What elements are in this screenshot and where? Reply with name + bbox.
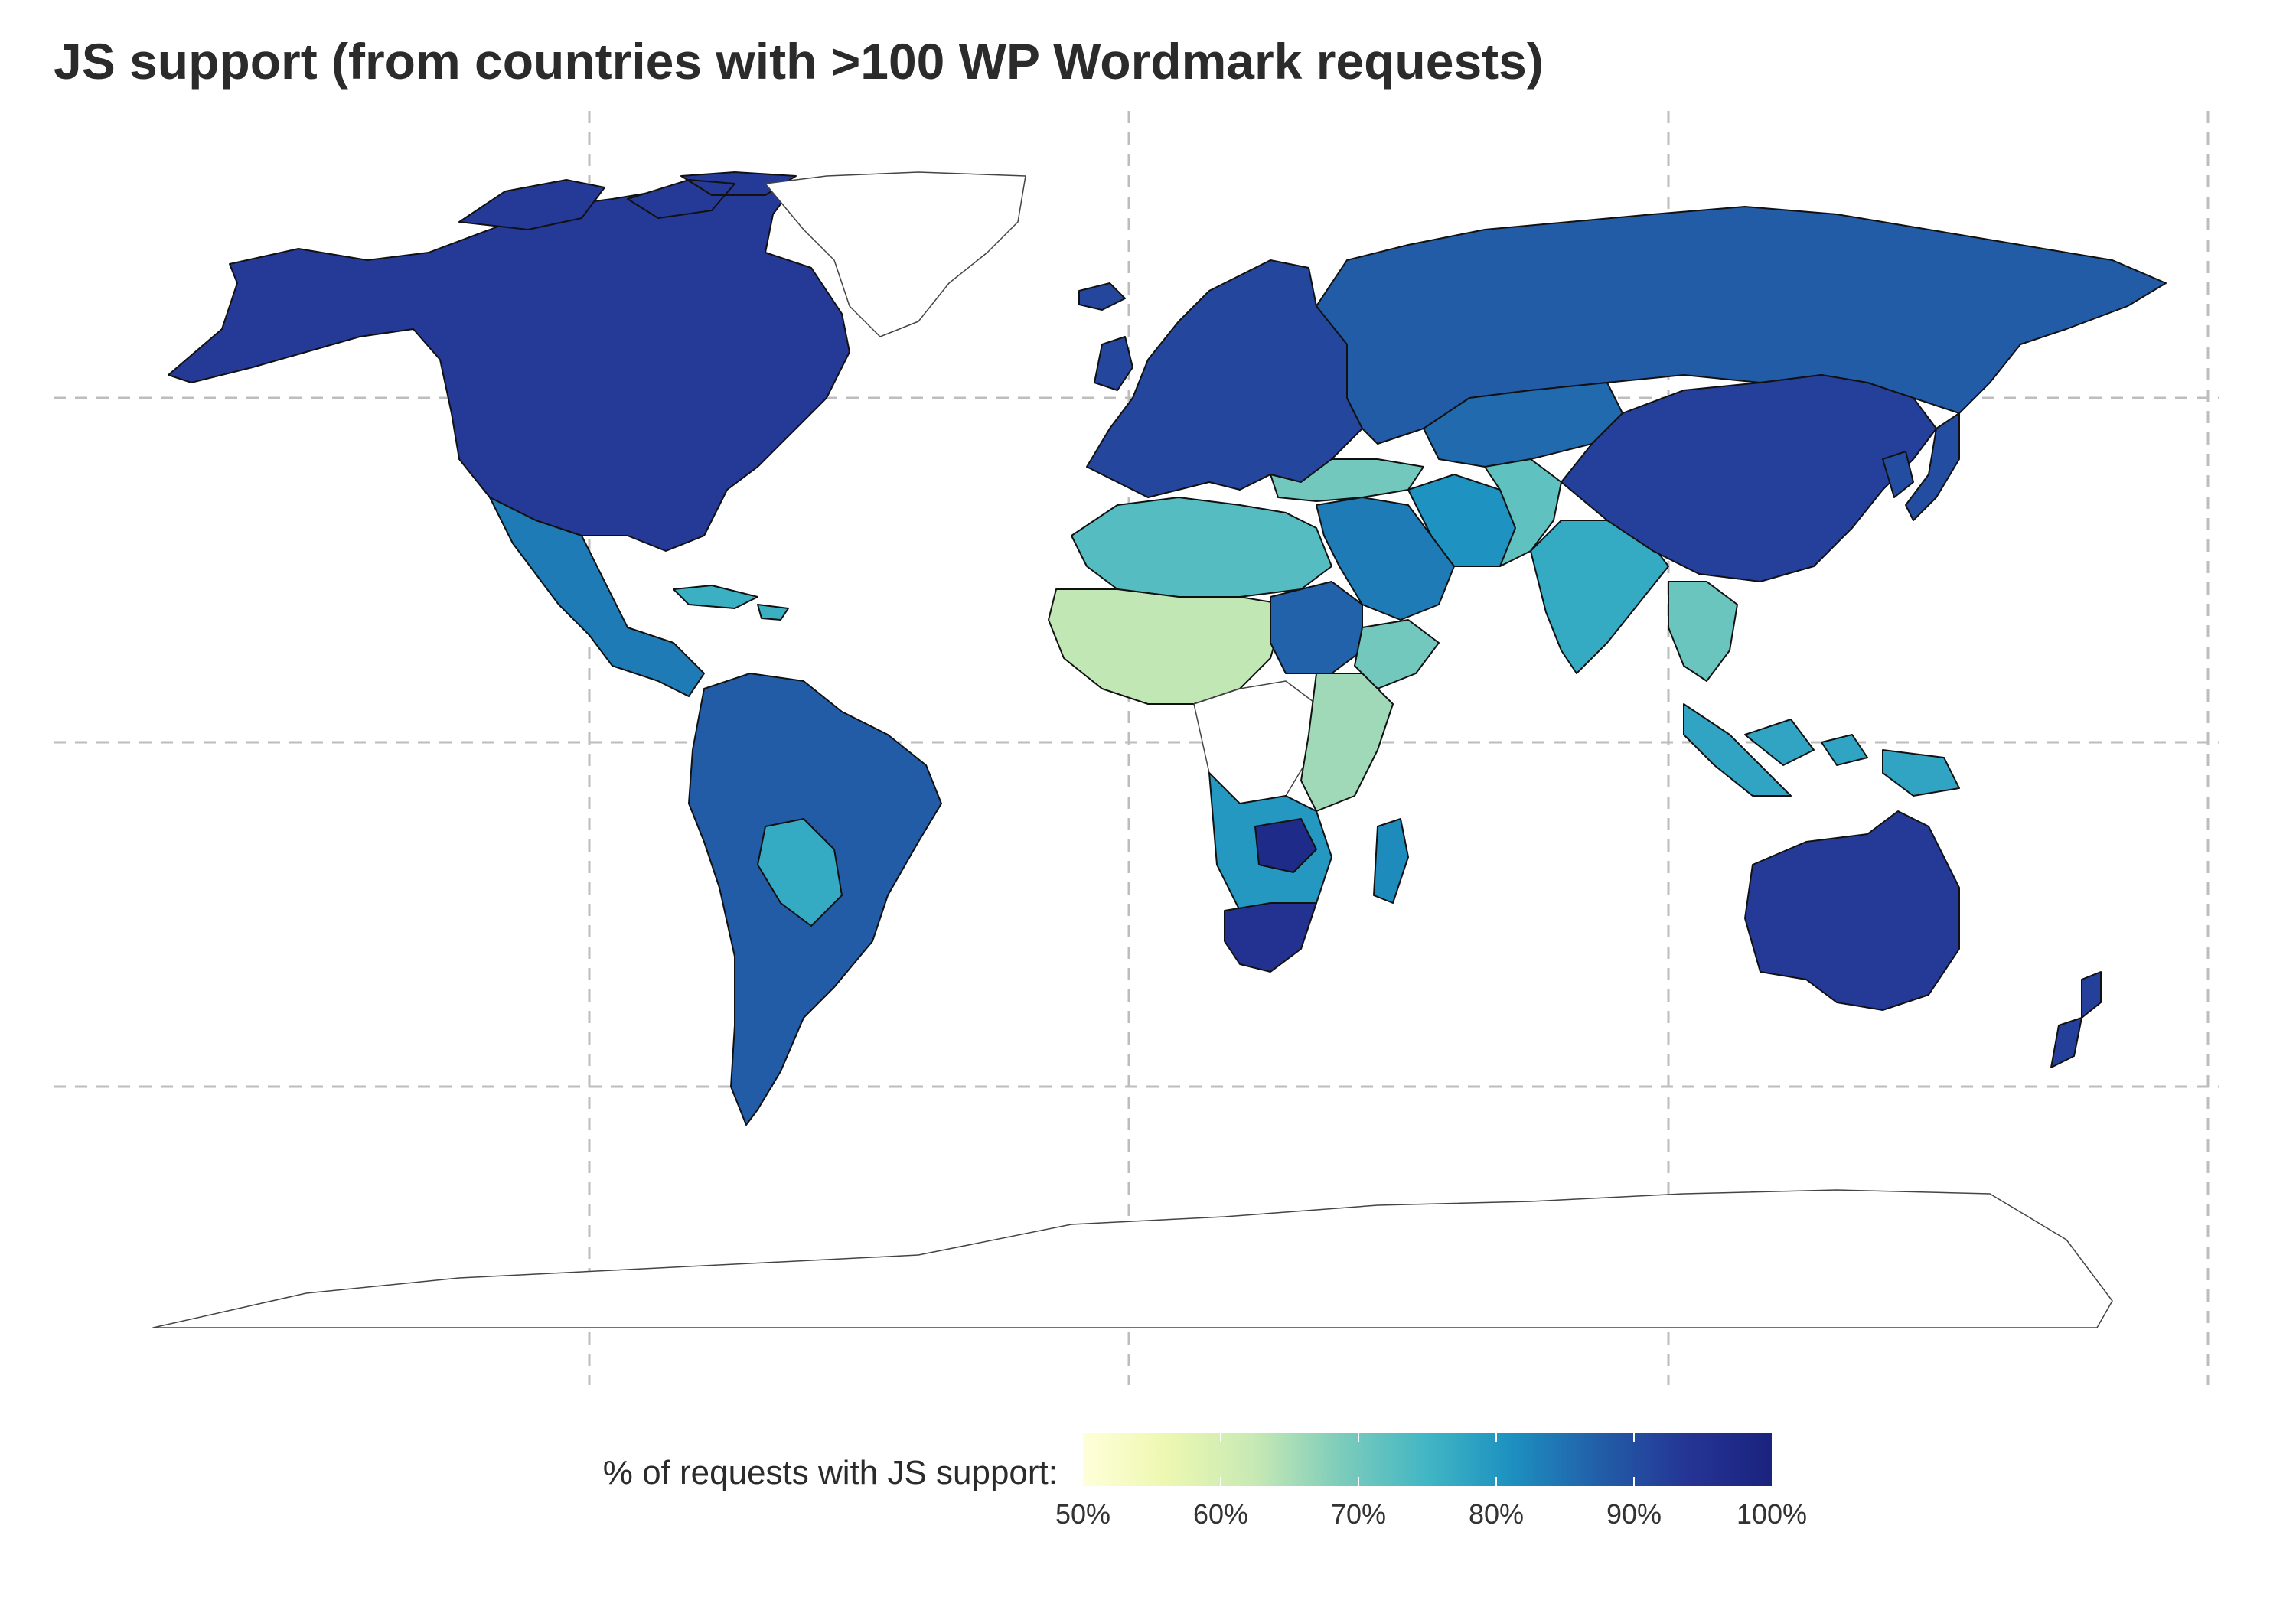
map-title: JS support (from countries with >100 WP … bbox=[54, 33, 1544, 90]
region-greenland[interactable] bbox=[765, 171, 1026, 337]
region-turkey-levant[interactable] bbox=[1270, 458, 1424, 502]
region-south-africa[interactable] bbox=[1224, 902, 1317, 973]
region-east-africa[interactable] bbox=[1300, 673, 1394, 812]
legend-tick-label: 100% bbox=[1736, 1498, 1808, 1530]
region-south-asia[interactable] bbox=[1530, 520, 1669, 674]
region-north-africa[interactable] bbox=[1071, 497, 1332, 598]
region-australia[interactable] bbox=[1744, 810, 1960, 1011]
legend-colorbar bbox=[1083, 1433, 1772, 1486]
region-north-america[interactable] bbox=[168, 175, 850, 552]
legend-tick-label: 60% bbox=[1192, 1498, 1249, 1530]
legend-tick-label: 80% bbox=[1468, 1498, 1525, 1530]
legend-title: % of requests with JS support: bbox=[602, 1454, 1058, 1491]
legend bbox=[1083, 1433, 1772, 1486]
legend-tick-label: 90% bbox=[1606, 1498, 1662, 1530]
region-uk-ireland[interactable] bbox=[1094, 336, 1133, 391]
region-new-zealand[interactable] bbox=[2050, 971, 2102, 1068]
region-southeast-asia[interactable] bbox=[1668, 581, 1738, 682]
region-middle-east[interactable] bbox=[1316, 497, 1455, 621]
region-iceland[interactable] bbox=[1078, 282, 1126, 311]
region-antarctica[interactable] bbox=[152, 1189, 2113, 1328]
legend-tick-label: 50% bbox=[1055, 1498, 1111, 1530]
region-caribbean[interactable] bbox=[673, 585, 789, 621]
region-bolivia-paraguay[interactable] bbox=[757, 818, 843, 927]
region-mexico-central-america[interactable] bbox=[489, 497, 705, 697]
region-sudan[interactable] bbox=[1270, 581, 1363, 674]
legend-tick-label: 70% bbox=[1330, 1498, 1387, 1530]
region-zambia[interactable] bbox=[1254, 818, 1317, 873]
region-horn-of-africa[interactable] bbox=[1354, 619, 1440, 689]
region-korea-japan[interactable] bbox=[1882, 412, 1960, 521]
region-madagascar[interactable] bbox=[1373, 818, 1409, 904]
region-indonesia-malaysia[interactable] bbox=[1683, 703, 1960, 797]
